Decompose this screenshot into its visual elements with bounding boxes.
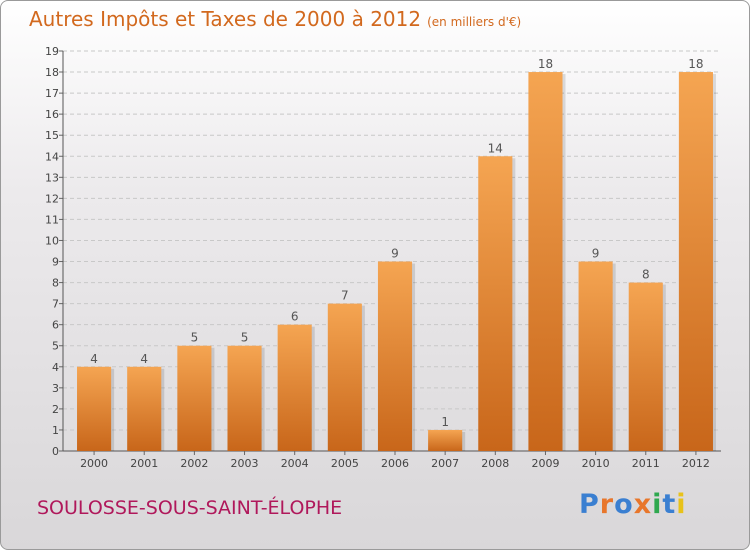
- y-tick-label: 19: [45, 45, 59, 58]
- logo-letter: i: [676, 489, 687, 520]
- bar-value-label: 4: [140, 352, 148, 366]
- y-tick-label: 0: [52, 445, 59, 458]
- bar-2002: [177, 345, 212, 451]
- y-tick-label: 1: [52, 424, 59, 437]
- x-tick-label: 2001: [130, 457, 158, 470]
- x-tick-label: 2009: [531, 457, 559, 470]
- bar-2011: [628, 282, 663, 451]
- bars: 4 4 5 5 6 7 9 1 14 18 9 8 18: [77, 57, 716, 451]
- x-tick-label: 2010: [582, 457, 610, 470]
- bar-2003: [227, 345, 262, 451]
- x-tick-label: 2007: [431, 457, 459, 470]
- y-tick-label: 13: [45, 171, 59, 184]
- x-tick-label: 2011: [632, 457, 660, 470]
- commune-name: SOULOSSE-SOUS-SAINT-ÉLOPHE: [37, 497, 343, 519]
- bar-value-label: 18: [688, 57, 703, 71]
- x-tick-label: 2012: [682, 457, 710, 470]
- x-tick-label: 2006: [381, 457, 409, 470]
- bar-2000: [77, 366, 112, 451]
- bar-value-label: 9: [592, 247, 600, 261]
- bar-2012: [678, 72, 713, 451]
- y-tick-label: 3: [52, 382, 59, 395]
- proxiti-logo: Proxiti: [579, 489, 687, 520]
- bar-2008: [478, 156, 513, 451]
- y-tick-label: 18: [45, 66, 59, 79]
- x-tick-label: 2005: [331, 457, 359, 470]
- x-tick-label: 2004: [281, 457, 309, 470]
- x-tick-label: 2000: [80, 457, 108, 470]
- y-tick-label: 6: [52, 319, 59, 332]
- x-tick-label: 2008: [481, 457, 509, 470]
- x-tick-label: 2003: [231, 457, 259, 470]
- y-tick-label: 12: [45, 192, 59, 205]
- y-tick-label: 16: [45, 108, 59, 121]
- bar-2005: [327, 303, 362, 451]
- y-tick-label: 17: [45, 87, 59, 100]
- logo-letter: P: [579, 489, 600, 520]
- bar-2009: [528, 72, 563, 451]
- logo-letter: i: [652, 489, 663, 520]
- y-tick-label: 5: [52, 340, 59, 353]
- bar-2007: [428, 429, 463, 451]
- bar-value-label: 1: [441, 415, 449, 429]
- y-tick-label: 11: [45, 213, 59, 226]
- title-text: Autres Impôts et Taxes de 2000 à 2012: [29, 7, 422, 31]
- logo-letter: o: [614, 489, 634, 520]
- y-tick-label: 15: [45, 129, 59, 142]
- bar-value-label: 9: [391, 247, 399, 261]
- bar-value-label: 18: [538, 57, 553, 71]
- bar-2010: [578, 261, 613, 451]
- y-tick-label: 7: [52, 298, 59, 311]
- bar-value-label: 8: [642, 268, 650, 282]
- logo-letter: t: [662, 489, 677, 520]
- chart-title: Autres Impôts et Taxes de 2000 à 2012 (en…: [29, 7, 521, 31]
- bar-2006: [377, 261, 413, 451]
- y-tick-label: 9: [52, 256, 59, 269]
- logo-letter: x: [633, 489, 653, 520]
- bar-2004: [277, 324, 312, 451]
- y-tick-label: 10: [45, 234, 59, 247]
- y-tick-label: 14: [45, 150, 59, 163]
- y-tick-label: 2: [52, 403, 59, 416]
- bar-value-label: 14: [488, 141, 503, 155]
- bar-value-label: 4: [90, 352, 98, 366]
- y-tick-label: 8: [52, 277, 59, 290]
- unit-label: (en milliers d'€): [427, 15, 522, 29]
- x-tick-label: 2002: [180, 457, 208, 470]
- bar-value-label: 7: [341, 289, 349, 303]
- bar-2001: [127, 366, 162, 451]
- y-tick-label: 4: [52, 361, 59, 374]
- bar-value-label: 5: [241, 331, 249, 345]
- bar-value-label: 6: [291, 310, 299, 324]
- bar-value-label: 5: [191, 331, 199, 345]
- logo-letter: r: [599, 489, 615, 520]
